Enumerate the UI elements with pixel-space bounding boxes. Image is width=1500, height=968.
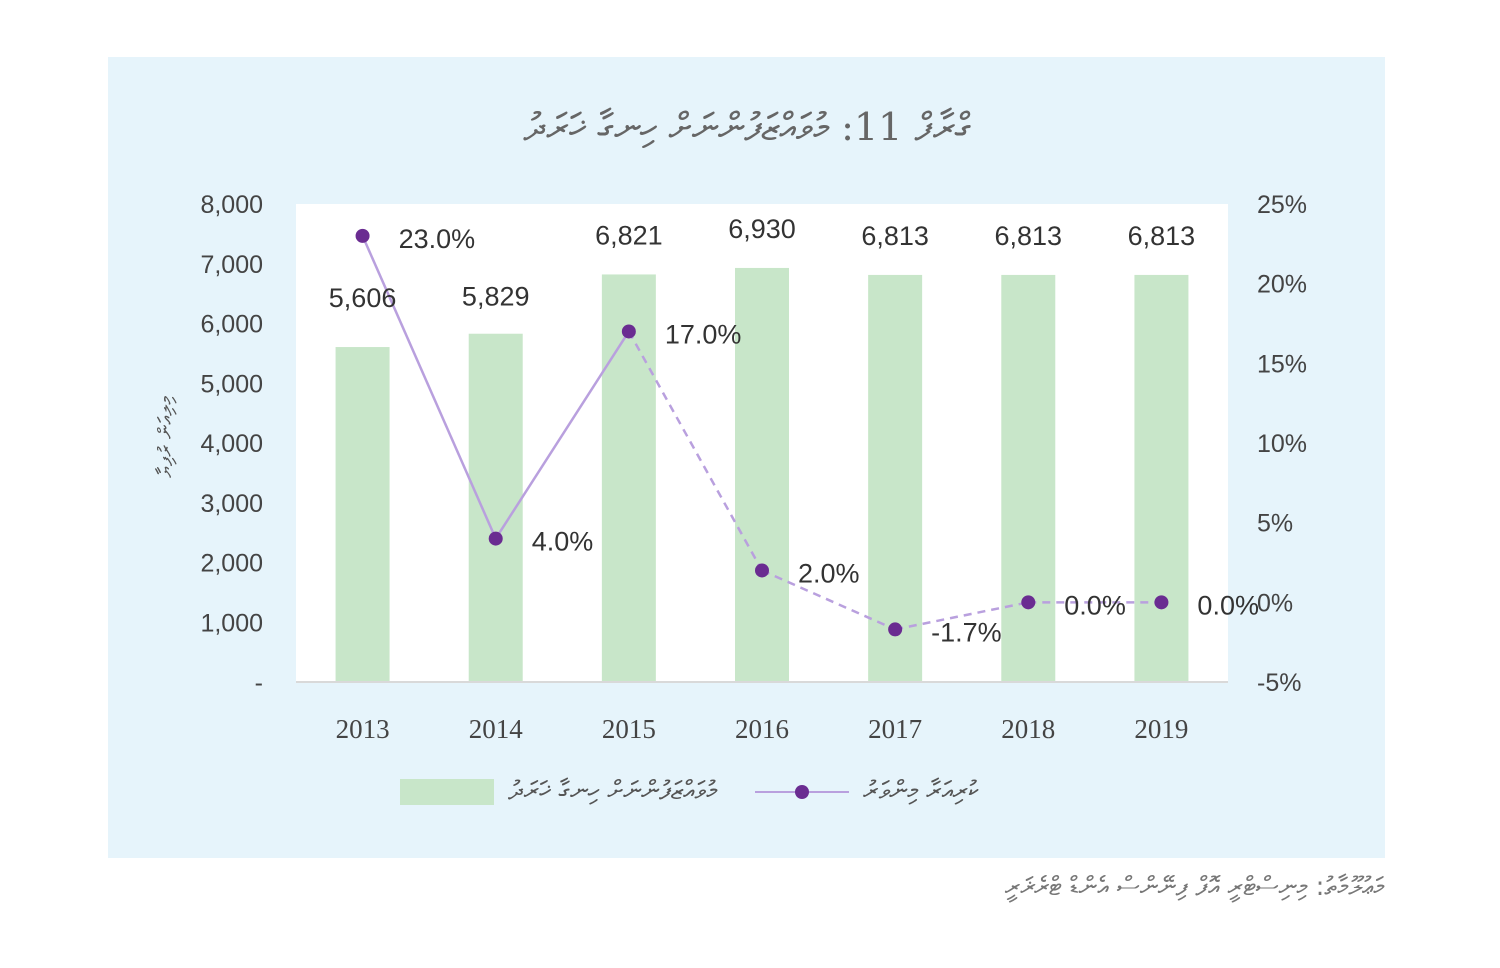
line-data-label: -1.7%: [931, 617, 1002, 647]
bar-data-label: 6,813: [1128, 221, 1196, 251]
bar-data-label: 5,829: [462, 282, 530, 312]
y-tick-label: 4,000: [200, 430, 263, 458]
y-tick-label: 7,000: [200, 251, 263, 279]
line-segment: [361, 235, 497, 540]
bar: [601, 274, 656, 682]
x-tick-label: 2017: [868, 714, 922, 744]
legend-swatch-bar: [400, 778, 494, 805]
y2-tick-label: 10%: [1257, 430, 1307, 458]
line-data-label: 0.0%: [1197, 590, 1259, 620]
legend-swatch-line: [755, 779, 850, 805]
bar-data-label: 6,821: [595, 220, 663, 250]
y2-tick-label: 15%: [1257, 350, 1307, 378]
x-tick-label: 2014: [469, 714, 524, 744]
bar: [868, 274, 923, 682]
line-segment: [894, 601, 1029, 631]
y-tick-label: 3,000: [200, 490, 263, 518]
y-tick-label: 1,000: [200, 609, 263, 637]
x-tick-label: 2016: [735, 714, 789, 744]
line-segment: [494, 330, 630, 540]
line-point: [888, 622, 903, 637]
line-segment: [761, 569, 896, 631]
line-data-label: 0.0%: [1064, 590, 1126, 620]
bar: [468, 333, 523, 682]
line-data-label: 17.0%: [665, 319, 742, 349]
legend: މުވައްޒަފުންނަށް ހިނގާ ޚަރަދު ކުރިއަރާ މ…: [400, 776, 979, 807]
y2-tick-label: 20%: [1257, 271, 1307, 299]
y-tick-label: 2,000: [200, 550, 263, 578]
chart-title: ގްރާފް 11: މުވައްޒަފުންނަށް ހިނގާ ޚަރަދު: [523, 105, 970, 149]
y-tick-label: -: [255, 669, 263, 697]
line-point: [488, 531, 503, 546]
bar-data-label: 6,930: [728, 214, 796, 244]
line-point: [621, 324, 636, 339]
x-tick-label: 2018: [1001, 714, 1055, 744]
bar-data-label: 6,813: [861, 221, 929, 251]
y2-tick-label: 25%: [1257, 191, 1307, 219]
bar: [1134, 274, 1189, 682]
y-tick-label: 8,000: [200, 191, 263, 219]
legend-label-line: ކުރިއަރާ މިންވަރު: [863, 776, 979, 806]
line-point: [1021, 595, 1036, 610]
bar: [335, 347, 390, 682]
line-point: [355, 228, 370, 243]
legend-label-bar: މުވައްޒަފުންނަށް ހިނގާ ޚަރަދު: [508, 776, 718, 806]
y2-tick-label: 0%: [1257, 589, 1293, 617]
line-data-label: 2.0%: [798, 558, 860, 588]
bar: [1001, 274, 1056, 682]
line-point: [755, 563, 769, 578]
bar: [735, 267, 789, 682]
source-note: މަޢުލޫމާތު: މިނިސްޓްރީ އޮފް ފިނޭންސް އެނ…: [1004, 872, 1385, 902]
y-tick-label: 5,000: [200, 370, 263, 398]
line-segment: [627, 330, 764, 572]
x-tick-label: 2013: [336, 714, 390, 744]
bar-data-label: 6,813: [994, 221, 1062, 251]
line-point: [1154, 595, 1169, 610]
y2-tick-label: -5%: [1257, 669, 1301, 697]
line-data-label: 4.0%: [532, 527, 594, 557]
y-tick-label: 6,000: [200, 311, 263, 339]
x-tick-label: 2019: [1134, 714, 1188, 744]
y2-tick-label: 5%: [1257, 510, 1293, 538]
line-data-label: 23.0%: [399, 224, 476, 254]
bar-data-label: 5,606: [329, 283, 397, 313]
x-tick-label: 2015: [602, 714, 656, 744]
